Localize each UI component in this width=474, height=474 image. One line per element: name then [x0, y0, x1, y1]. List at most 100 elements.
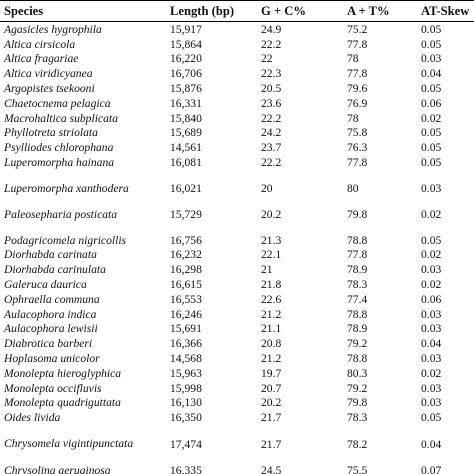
cell-at: 78.8: [347, 307, 368, 321]
cell-length: 16,706: [170, 67, 202, 81]
cell-skew: 0.02: [421, 248, 442, 262]
cell-gc: 21.7: [261, 411, 282, 425]
table-row: Phyllotreta striolata 15,689 24.2 75.8 0.05: [0, 126, 474, 141]
table-row: Monolepta hieroglyphica 15,963 19.7 80.3 0.0…: [0, 366, 474, 381]
cell-species: Podagricomela nigricollis: [4, 233, 127, 247]
cell-skew: 0.03: [421, 352, 442, 366]
table-row: Oides livida 16,350 21.7 78.3 0.05: [0, 410, 474, 425]
cell-length: 16,553: [170, 292, 202, 306]
cell-at: 78.8: [347, 352, 368, 366]
cell-gc: 20.7: [261, 381, 282, 395]
table-row: Diabrotica barberi 16,366 20.8 79.2 0.04: [0, 336, 474, 351]
cell-species: Monolepta hieroglyphica: [4, 366, 122, 380]
table-row: Aulacophora indica 16,246 21.2 78.8 0.03: [0, 307, 474, 322]
cell-gc: 22.6: [261, 292, 282, 306]
cell-species: Oides livida: [4, 411, 61, 425]
header-gc: G + C%: [257, 0, 343, 22]
cell-length: 16,335: [170, 464, 202, 474]
table-row: Monolepta occifluvis 15,998 20.7 79.2 0.03: [0, 381, 474, 396]
table-row: Paleosepharia posticata 15,729 20.2 79.8 0.0…: [0, 208, 474, 233]
table-row: Diorhabda carinata 16,232 22.1 77.8 0.02: [0, 248, 474, 263]
table-row: Macrohaltica subplicata 15,840 22.2 78 0.02: [0, 111, 474, 126]
cell-species: Luperomorpha hainana: [4, 156, 115, 170]
table-row: Altica cirsicola 15,864 22.2 77.8 0.05: [0, 37, 474, 52]
table-row: Galeruca daurica 16,615 21.8 78.3 0.02: [0, 277, 474, 292]
cell-species: Psylliodes chlorophana: [4, 141, 114, 155]
cell-length: 16,246: [170, 307, 202, 321]
cell-length: 15,691: [170, 322, 202, 336]
cell-skew: 0.02: [421, 366, 442, 380]
cell-at: 75.8: [347, 126, 368, 140]
table-row: Monolepta quadriguttata 16,130 20.2 79.8 0.0…: [0, 396, 474, 411]
cell-gc: 24.9: [261, 22, 282, 36]
cell-skew: 0.03: [421, 322, 442, 336]
table-row: Psylliodes chlorophana 14,561 23.7 76.3 0.05: [0, 140, 474, 155]
cell-at: 80.3: [347, 366, 368, 380]
cell-gc: 20.5: [261, 82, 282, 96]
table-row: Diorhabda carinulata 16,298 21 78.9 0.03: [0, 262, 474, 277]
cell-skew: 0.05: [421, 156, 442, 170]
cell-skew: 0.05: [421, 22, 442, 36]
cell-species: Ophraella communa: [4, 292, 100, 306]
cell-length: 16,081: [170, 156, 202, 170]
cell-length: 15,689: [170, 126, 202, 140]
cell-skew: 0.05: [421, 126, 442, 140]
cell-skew: 0.06: [421, 292, 442, 306]
cell-at: 76.9: [347, 96, 368, 110]
cell-length: 17,474: [170, 437, 202, 451]
table-row: Altica viridicyanea 16,706 22.3 77.8 0.04: [0, 66, 474, 81]
table-row: Chrysolina aeruginosa 16,335 24.5 75.5 0.07: [0, 463, 474, 474]
cell-length: 15,876: [170, 82, 202, 96]
cell-length: 15,864: [170, 37, 202, 51]
cell-gc: 22.3: [261, 67, 282, 81]
cell-at: 78: [347, 52, 359, 66]
cell-at: 79.8: [347, 207, 368, 221]
table-row: Chaetocnema pelagica 16,331 23.6 76.9 0.06: [0, 96, 474, 111]
table-row: Aulacophora lewisii 15,691 21.1 78.9 0.03: [0, 322, 474, 337]
cell-at: 78.8: [347, 233, 368, 247]
cell-skew: 0.02: [421, 278, 442, 292]
cell-length: 16,021: [170, 182, 202, 196]
cell-length: 16,366: [170, 337, 202, 351]
cell-species: Altica cirsicola: [4, 37, 76, 51]
table-row: Altica fragariae 16,220 22 78 0.03: [0, 52, 474, 67]
cell-length: 16,298: [170, 263, 202, 277]
cell-at: 79.2: [347, 381, 368, 395]
cell-gc: 23.7: [261, 141, 282, 155]
cell-species: Argopistes tsekooni: [4, 82, 95, 96]
cell-species: Aulacophora indica: [4, 307, 97, 321]
cell-length: 16,756: [170, 233, 202, 247]
cell-length: 16,350: [170, 411, 202, 425]
cell-at: 77.8: [347, 156, 368, 170]
cell-at: 78.2: [347, 437, 368, 451]
header-at: A + T%: [343, 0, 417, 22]
cell-skew: 0.04: [421, 67, 442, 81]
cell-gc: 21.7: [261, 437, 282, 451]
cell-at: 78.9: [347, 322, 368, 336]
cell-species: Phyllotreta striolata: [4, 126, 98, 140]
cell-gc: 22.2: [261, 156, 282, 170]
cell-gc: 24.5: [261, 464, 282, 474]
cell-species: Diorhabda carinata: [4, 248, 97, 262]
table-row: Luperomorpha hainana 16,081 22.2 77.8 0.05: [0, 155, 474, 170]
cell-at: 79.8: [347, 396, 368, 410]
table-row: Argopistes tsekooni 15,876 20.5 79.6 0.05: [0, 81, 474, 96]
cell-gc: 22.1: [261, 248, 282, 262]
cell-gc: 20: [261, 182, 273, 196]
cell-species: Monolepta quadriguttata: [4, 396, 121, 410]
cell-skew: 0.03: [421, 307, 442, 321]
cell-at: 75.2: [347, 22, 368, 36]
cell-skew: 0.04: [421, 337, 442, 351]
cell-skew: 0.03: [421, 263, 442, 277]
header-row: Species Length (bp) G + C% A + T% AT-Ske…: [0, 0, 474, 22]
cell-gc: 21.2: [261, 307, 282, 321]
table-row: Ophraella communa 16,553 22.6 77.4 0.06: [0, 292, 474, 307]
cell-skew: 0.05: [421, 82, 442, 96]
cell-skew: 0.03: [421, 396, 442, 410]
cell-skew: 0.03: [421, 182, 442, 196]
cell-gc: 22: [261, 52, 273, 66]
cell-length: 14,561: [170, 141, 202, 155]
cell-gc: 21: [261, 263, 273, 277]
cell-species: Altica fragariae: [4, 52, 79, 66]
